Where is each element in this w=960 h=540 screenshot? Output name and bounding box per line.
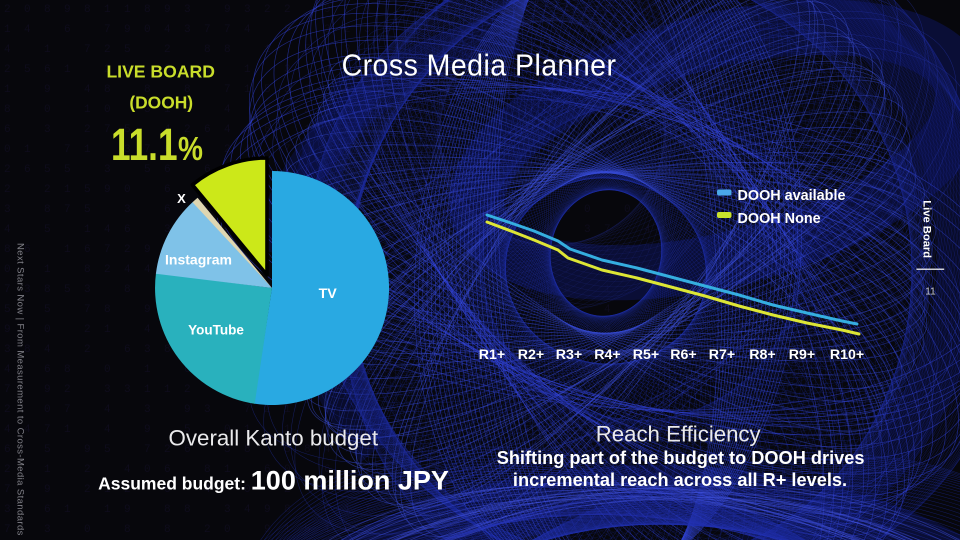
svg-text:Shifting part of the budget to: Shifting part of the budget to DOOH driv… (497, 448, 865, 468)
svg-text:R5+: R5+ (633, 347, 659, 363)
svg-text:Next Stars Now | From Measurem: Next Stars Now | From Measurement to Cro… (15, 243, 26, 536)
svg-text:DOOH None: DOOH None (738, 211, 821, 227)
svg-text:11: 11 (925, 287, 936, 298)
svg-text:Overall Kanto budget: Overall Kanto budget (169, 426, 379, 451)
svg-text:Live Board: Live Board (921, 200, 933, 258)
svg-text:R1+: R1+ (479, 347, 505, 363)
svg-text:11.1: 11.1 (111, 119, 178, 171)
svg-text:(DOOH): (DOOH) (129, 92, 193, 112)
svg-text:R4+: R4+ (594, 347, 620, 363)
svg-text:Assumed budget: 100 million JP: Assumed budget: 100 million JPY (98, 466, 449, 496)
svg-text:R2+: R2+ (518, 347, 544, 363)
svg-text:R10+: R10+ (830, 347, 864, 363)
svg-text:DOOH available: DOOH available (738, 188, 846, 204)
svg-text:R9+: R9+ (789, 347, 815, 363)
svg-text:YouTube: YouTube (188, 322, 244, 337)
svg-text:2 21590 6 409 8 374 07 18: 2 21590 6 409 8 374 07 18 12 8 20 2 14 (4, 184, 764, 196)
svg-text:R7+: R7+ (709, 347, 735, 363)
svg-text:4471 4 9 5 01 1 726 9 8 3: 4471 4 9 5 01 1 726 9 8 3 1 3 87 2 594 (4, 424, 764, 436)
svg-text:4 1 725 2 88 1 5 3 3 3: 4 1 725 2 88 1 5 3 3 3 80 3 5 3739 5 1 (4, 44, 764, 56)
svg-text:2561 29 9 8 1 3 489825: 2561 29 9 8 1 3 489825 2 7 21 8 1 3 (4, 64, 704, 76)
svg-text:%: % (178, 131, 203, 168)
svg-text:Cross Media Planner: Cross Media Planner (342, 49, 617, 83)
svg-text:R8+: R8+ (749, 347, 775, 363)
svg-text:R6+: R6+ (670, 347, 696, 363)
svg-text:X: X (177, 191, 186, 206)
svg-text:Instagram: Instagram (165, 251, 232, 267)
svg-text:2089811893 9322 9 8 8573: 2089811893 9322 9 8 8573 97 16571 5 1 (4, 4, 744, 16)
svg-text:TV: TV (319, 286, 338, 302)
svg-text:Reach Efficiency: Reach Efficiency (596, 421, 762, 446)
svg-text:R3+: R3+ (556, 347, 582, 363)
svg-text:incremental reach across all R: incremental reach across all R+ levels. (513, 470, 847, 490)
svg-text:LIVE BOARD: LIVE BOARD (106, 61, 215, 81)
